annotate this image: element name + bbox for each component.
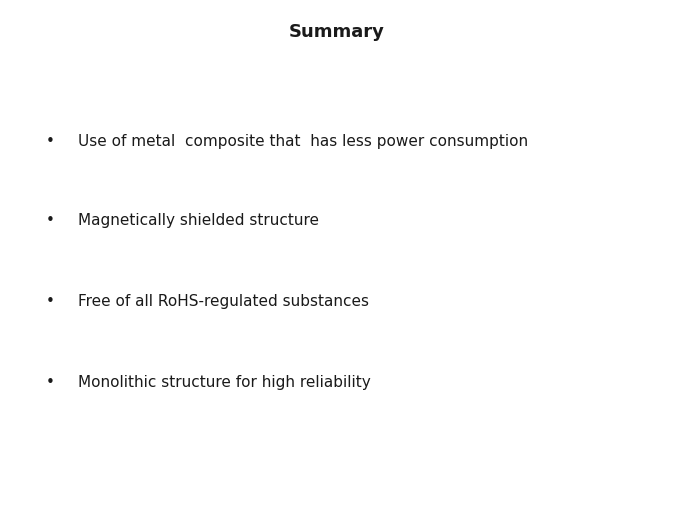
Text: Summary: Summary (289, 23, 385, 41)
Text: Free of all RoHS-regulated substances: Free of all RoHS-regulated substances (78, 293, 369, 308)
Text: Magnetically shielded structure: Magnetically shielded structure (78, 212, 319, 227)
Text: •: • (46, 293, 55, 308)
Text: •: • (46, 134, 55, 149)
Text: Monolithic structure for high reliability: Monolithic structure for high reliabilit… (78, 374, 370, 389)
Text: Use of metal  composite that  has less power consumption: Use of metal composite that has less pow… (78, 134, 528, 149)
Text: •: • (46, 374, 55, 389)
Text: •: • (46, 212, 55, 227)
